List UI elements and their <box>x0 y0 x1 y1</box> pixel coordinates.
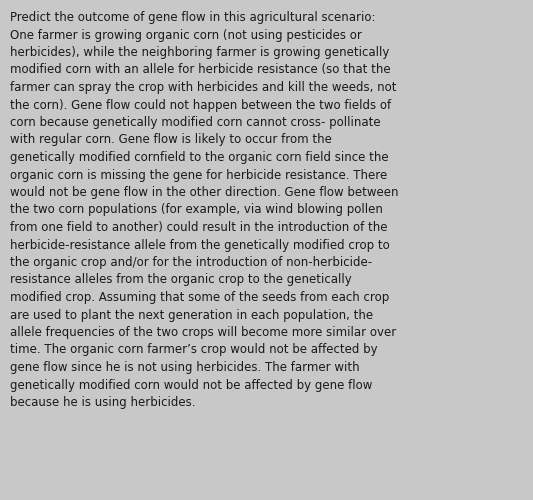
Text: Predict the outcome of gene flow in this agricultural scenario:
One farmer is gr: Predict the outcome of gene flow in this… <box>10 11 398 409</box>
